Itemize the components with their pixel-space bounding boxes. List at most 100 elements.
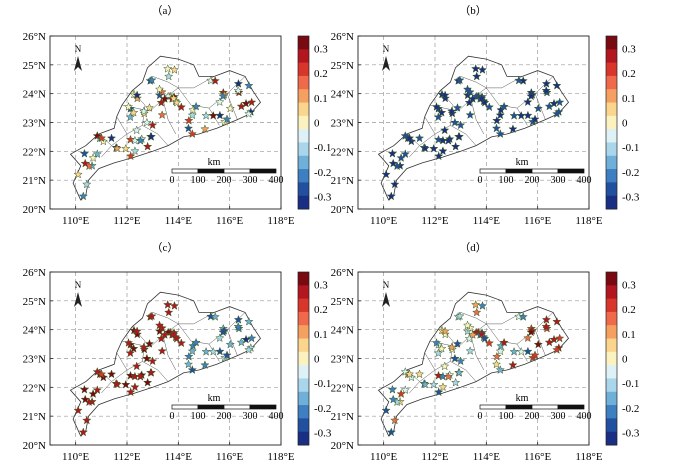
station-marker [147, 356, 158, 366]
station-marker [244, 316, 254, 326]
station-marker [184, 351, 194, 361]
province-outline [69, 55, 262, 201]
station-marker [414, 369, 425, 379]
y-tick-label: 22°N [331, 146, 354, 158]
scale-segment [531, 404, 559, 410]
province-outline [377, 291, 570, 437]
station-marker [455, 75, 465, 85]
colorbar-bin [298, 351, 309, 366]
station-marker [142, 353, 152, 363]
station-marker [236, 101, 246, 111]
station-marker [404, 133, 415, 143]
station-marker [514, 75, 524, 85]
station-marker [233, 321, 243, 331]
station-marker [508, 124, 518, 134]
station-marker [455, 356, 466, 366]
station-marker [549, 334, 559, 344]
y-tick-label: 26°N [23, 267, 46, 279]
x-tick-label: 118°E [575, 451, 602, 463]
scale-label: 0 [478, 411, 483, 422]
colorbar-bin [606, 62, 617, 77]
scale-label: 0 [170, 175, 175, 186]
station-marker [218, 327, 228, 337]
station-marker [518, 311, 528, 321]
x-tick-label: 116°E [216, 215, 243, 227]
north-arrow-icon [382, 56, 390, 71]
county-boundary [152, 312, 179, 325]
station-marker [130, 382, 140, 392]
station-marker [187, 129, 197, 138]
county-boundary [470, 99, 485, 135]
colorbar-bin [606, 49, 617, 64]
station-marker [476, 93, 487, 103]
station-marker [420, 379, 430, 389]
colorbar-tick-label: -0.3 [314, 428, 332, 440]
colorbar-tick-label: 0 [622, 354, 628, 366]
scale-label: 200 [525, 175, 540, 186]
county-boundary [409, 381, 420, 394]
station-marker [440, 93, 450, 103]
station-marker [544, 337, 554, 347]
station-marker [400, 385, 410, 395]
y-tick-label: 24°N [331, 325, 354, 337]
scale-label: 200 [217, 175, 232, 186]
station-marker [390, 179, 400, 189]
scale-label: 0 [170, 411, 175, 422]
y-tick-label: 25°N [23, 60, 46, 72]
colorbar-bin [298, 49, 309, 64]
station-marker [79, 384, 90, 394]
station-marker [429, 379, 439, 389]
station-marker [455, 120, 466, 130]
y-tick-label: 23°N [23, 354, 46, 366]
x-tick-label: 116°E [216, 451, 243, 463]
y-tick-label: 24°N [331, 89, 354, 101]
colorbar-tick-label: 0.3 [622, 43, 636, 55]
x-tick-label: 114°E [473, 215, 500, 227]
colorbar-frame [297, 35, 310, 210]
colorbar-tick-label: 0.3 [622, 279, 636, 291]
colorbar-bin [298, 391, 309, 406]
station-marker [112, 379, 122, 389]
colorbar-tick-label: -0.2 [622, 167, 639, 179]
station-marker [225, 339, 235, 349]
station-marker [454, 131, 464, 141]
station-marker [437, 343, 447, 353]
station-marker [132, 93, 142, 103]
colorbar-bin [298, 431, 309, 446]
station-marker [191, 101, 201, 111]
station-marker [518, 75, 528, 85]
station-marker [92, 366, 102, 376]
station-marker [130, 146, 140, 156]
colorbar-bin [606, 338, 617, 353]
station-marker [437, 107, 447, 117]
colorbar-tick-label: -0.3 [314, 192, 332, 204]
station-marker [544, 101, 554, 111]
station-marker [169, 300, 180, 310]
colorbar-bin [298, 418, 309, 433]
station-marker [468, 93, 478, 103]
station-marker [462, 84, 473, 94]
north-arrow-label: N [75, 280, 82, 290]
station-marker [88, 389, 98, 398]
colorbar-tick-label: 0.3 [314, 279, 328, 291]
station-marker [438, 146, 448, 156]
colorbar-tick-label: 0 [622, 118, 628, 130]
station-marker [431, 337, 442, 347]
station-marker [163, 299, 173, 309]
station-marker [552, 344, 562, 354]
station-marker [142, 117, 152, 127]
colorbar-bin [606, 115, 617, 130]
colorbar-tick-label: 0.2 [622, 68, 636, 80]
north-arrow-icon [74, 292, 82, 307]
station-marker [526, 327, 536, 337]
station-marker [555, 97, 565, 107]
x-tick-label: 116°E [524, 215, 551, 227]
station-marker [387, 384, 398, 394]
map-panel: Nkm 0 100 200 300 400 110°E 112°E 114°E 116°E 118°… [331, 31, 640, 227]
colorbar-bin [606, 365, 617, 379]
station-marker [495, 129, 505, 138]
station-marker [400, 366, 410, 376]
scale-bar: km 0 100 200 300 400 [478, 157, 592, 186]
station-marker [420, 143, 430, 153]
